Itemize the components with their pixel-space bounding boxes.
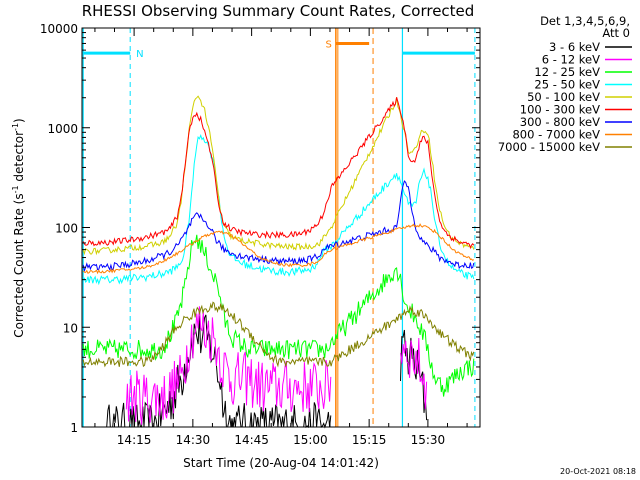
- series-line: [82, 95, 475, 256]
- x-tick-label: 14:15: [117, 433, 152, 447]
- legend-label: 12 - 25 keV: [534, 65, 600, 79]
- series-line: [106, 314, 428, 429]
- x-tick-label: 15:00: [293, 433, 328, 447]
- y-axis-label: Corrected Count Rate (s-1 detector-1): [11, 118, 26, 337]
- timestamp: 20-Oct-2021 08:18: [560, 467, 636, 476]
- x-tick-label: 14:45: [234, 433, 269, 447]
- y-tick-label: 10000: [40, 22, 78, 36]
- legend-label: 25 - 50 keV: [534, 78, 600, 92]
- chart-title: RHESSI Observing Summary Count Rates, Co…: [82, 2, 475, 20]
- y-tick-label: 1: [70, 421, 78, 435]
- night-label: N: [136, 49, 143, 60]
- saa-label: S: [325, 39, 331, 50]
- y-axis-label-main: Corrected Count Rate (s: [12, 193, 26, 337]
- legend-label: 7000 - 15000 keV: [498, 140, 600, 154]
- legend-label: 100 - 300 keV: [520, 103, 600, 117]
- plot-frame: [81, 27, 481, 428]
- legend-label: 6 - 12 keV: [542, 53, 600, 67]
- y-axis-label-sup2: -1: [11, 123, 20, 131]
- x-tick-label: 14:30: [176, 433, 211, 447]
- x-tick-label: 15:15: [352, 433, 387, 447]
- y-tick-label: 1000: [47, 122, 78, 136]
- legend-header: Att 0: [602, 26, 630, 40]
- legend-label: 3 - 6 keV: [549, 40, 600, 54]
- y-tick-label: 10: [63, 321, 78, 335]
- x-tick-label: 15:30: [411, 433, 446, 447]
- y-tick-label: 100: [55, 222, 78, 236]
- y-axis-label-sup1: -1: [11, 185, 20, 193]
- series-line: [82, 301, 475, 368]
- series-line: [125, 306, 428, 425]
- series-line: [82, 134, 475, 286]
- series-line: [82, 97, 475, 250]
- series-line: [82, 180, 475, 273]
- legend-header: Det 1,3,4,5,6,9,: [540, 14, 630, 28]
- y-axis-label-mid: detector: [12, 131, 26, 186]
- series-layer: [82, 95, 475, 429]
- annotation-layer: NS: [82, 28, 476, 427]
- series-line: [82, 223, 475, 275]
- x-axis-label: Start Time (20-Aug-04 14:01:42): [183, 456, 379, 470]
- legend-label: 300 - 800 keV: [520, 115, 600, 129]
- legend-label: 50 - 100 keV: [527, 90, 600, 104]
- axes-layer: 1 10 100 1000 10000 14:15 14:30 14:45 15:00 15:15…: [40, 22, 480, 447]
- legend-label: 800 - 7000 keV: [512, 128, 600, 142]
- y-axis-label-end: ): [12, 118, 26, 123]
